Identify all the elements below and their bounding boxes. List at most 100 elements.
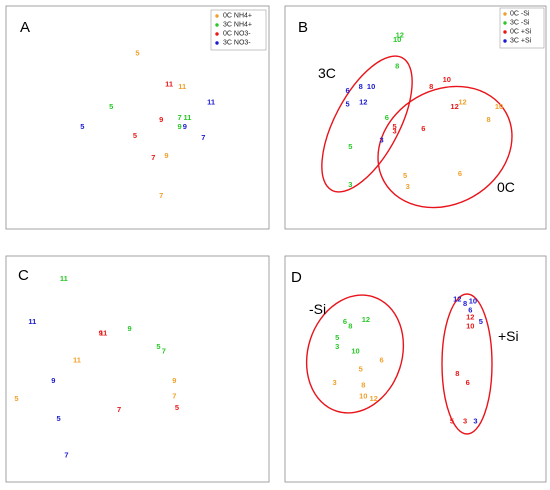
- legend-b-label-1: 3C -Si: [510, 20, 530, 27]
- point-a-14: 9: [183, 122, 187, 131]
- point-b-6: 8: [359, 82, 363, 91]
- point-d-3: 5: [335, 333, 339, 342]
- point-a-1: 11: [178, 82, 186, 91]
- point-d-6: 6: [380, 356, 384, 365]
- point-b-4: 5: [348, 142, 352, 151]
- point-b-12: 10: [443, 75, 451, 84]
- point-b-20: 8: [487, 115, 491, 124]
- point-d-8: 3: [333, 378, 337, 387]
- group-label-0c: 0C: [497, 179, 515, 195]
- panel-b-legend-box: [499, 7, 545, 49]
- point-c-11: 5: [175, 403, 179, 412]
- legend-b-label-0: 0C -Si: [510, 11, 530, 18]
- legend-b-label-2: 0C +Si: [510, 29, 532, 36]
- panel-b-letter: B: [298, 19, 308, 36]
- point-d-9: 8: [361, 380, 365, 389]
- legend-b-dot-3: [503, 39, 507, 43]
- point-c-10: 7: [117, 405, 121, 414]
- legend-a-label-1: 3C NH4+: [223, 22, 252, 29]
- point-d-5: 10: [351, 346, 359, 355]
- point-d-4: 3: [335, 342, 339, 351]
- point-b-9: 5: [346, 100, 350, 109]
- point-a-13: 11: [207, 97, 215, 106]
- point-d-19: 8: [455, 369, 459, 378]
- point-b-22: 5: [403, 171, 407, 180]
- point-a-2: 9: [164, 151, 168, 160]
- cluster-ellipse-3c: [321, 55, 413, 193]
- point-a-0: 5: [135, 48, 139, 57]
- point-c-13: 9: [172, 376, 176, 385]
- point-d-14: 10: [469, 297, 477, 306]
- point-b-13: 8: [429, 82, 433, 91]
- point-d-2: 8: [348, 322, 352, 331]
- panel-d-letter: D: [291, 269, 302, 286]
- legend-a-dot-0: [215, 14, 219, 18]
- legend-a-dot-1: [215, 23, 219, 27]
- point-c-9: 9: [99, 328, 103, 337]
- panel-a-legend-box: [210, 9, 267, 51]
- panel-c-letter: C: [18, 267, 29, 284]
- point-b-18: 12: [458, 97, 466, 106]
- legend-a-dot-2: [215, 32, 219, 36]
- legend-a-dot-3: [215, 41, 219, 45]
- legend-a-label-0: 0C NH4+: [223, 13, 252, 20]
- point-d-11: 12: [370, 394, 378, 403]
- point-a-3: 7: [159, 191, 163, 200]
- point-b-19: 10: [495, 102, 503, 111]
- point-a-5: 7: [178, 113, 182, 122]
- legend-a-label-3: 3C NO3-: [223, 40, 251, 47]
- legend-b-dot-0: [503, 12, 507, 16]
- group-label-minus-si: -Si: [309, 301, 326, 317]
- point-b-0: 12: [396, 31, 404, 40]
- legend-b-dot-1: [503, 21, 507, 25]
- point-b-1: 10: [393, 35, 401, 44]
- point-c-2: 5: [156, 342, 160, 351]
- panel-b: B 0C -Si 3C -Si 0C +Si 3C +Si 3C 0C 1210…: [284, 5, 547, 230]
- point-a-9: 9: [159, 115, 163, 124]
- group-label-3c: 3C: [318, 65, 336, 81]
- point-c-0: 11: [60, 274, 68, 283]
- point-c-14: 5: [14, 394, 18, 403]
- point-d-13: 8: [463, 299, 467, 308]
- panel-c-frame: [5, 255, 270, 483]
- point-a-7: 9: [178, 122, 182, 131]
- point-d-15: 6: [468, 306, 472, 315]
- point-a-11: 7: [151, 153, 155, 162]
- point-b-14: 12: [450, 102, 458, 111]
- panel-d-frame: [284, 255, 547, 483]
- point-c-6: 5: [57, 414, 61, 423]
- point-b-15: 6: [421, 124, 425, 133]
- point-d-16: 5: [479, 317, 483, 326]
- point-b-21: 6: [458, 169, 462, 178]
- point-c-3: 7: [162, 346, 166, 355]
- point-a-15: 7: [201, 133, 205, 142]
- point-c-12: 11: [73, 356, 81, 365]
- point-d-1: 6: [343, 317, 347, 326]
- point-c-15: 7: [172, 392, 176, 401]
- group-label-plus-si: +Si: [498, 328, 519, 344]
- point-d-21: 5: [450, 417, 454, 426]
- point-b-16: 5: [393, 122, 397, 131]
- legend-a-label-2: 0C NO3-: [223, 31, 251, 38]
- point-a-4: 5: [109, 102, 113, 111]
- point-b-8: 6: [346, 86, 350, 95]
- point-b-5: 3: [348, 180, 352, 189]
- point-d-18: 10: [466, 322, 474, 331]
- point-c-1: 9: [128, 324, 132, 333]
- legend-b-dot-2: [503, 30, 507, 34]
- point-c-8: 11: [99, 328, 107, 337]
- point-a-12: 5: [80, 122, 84, 131]
- point-a-8: 11: [165, 80, 173, 89]
- point-b-10: 12: [359, 97, 367, 106]
- point-d-12: 12: [453, 294, 461, 303]
- point-d-20: 6: [466, 378, 470, 387]
- point-d-7: 5: [359, 365, 363, 374]
- panel-a-legend: 0C NH4+ 3C NH4+ 0C NO3- 3C NO3-: [210, 9, 267, 51]
